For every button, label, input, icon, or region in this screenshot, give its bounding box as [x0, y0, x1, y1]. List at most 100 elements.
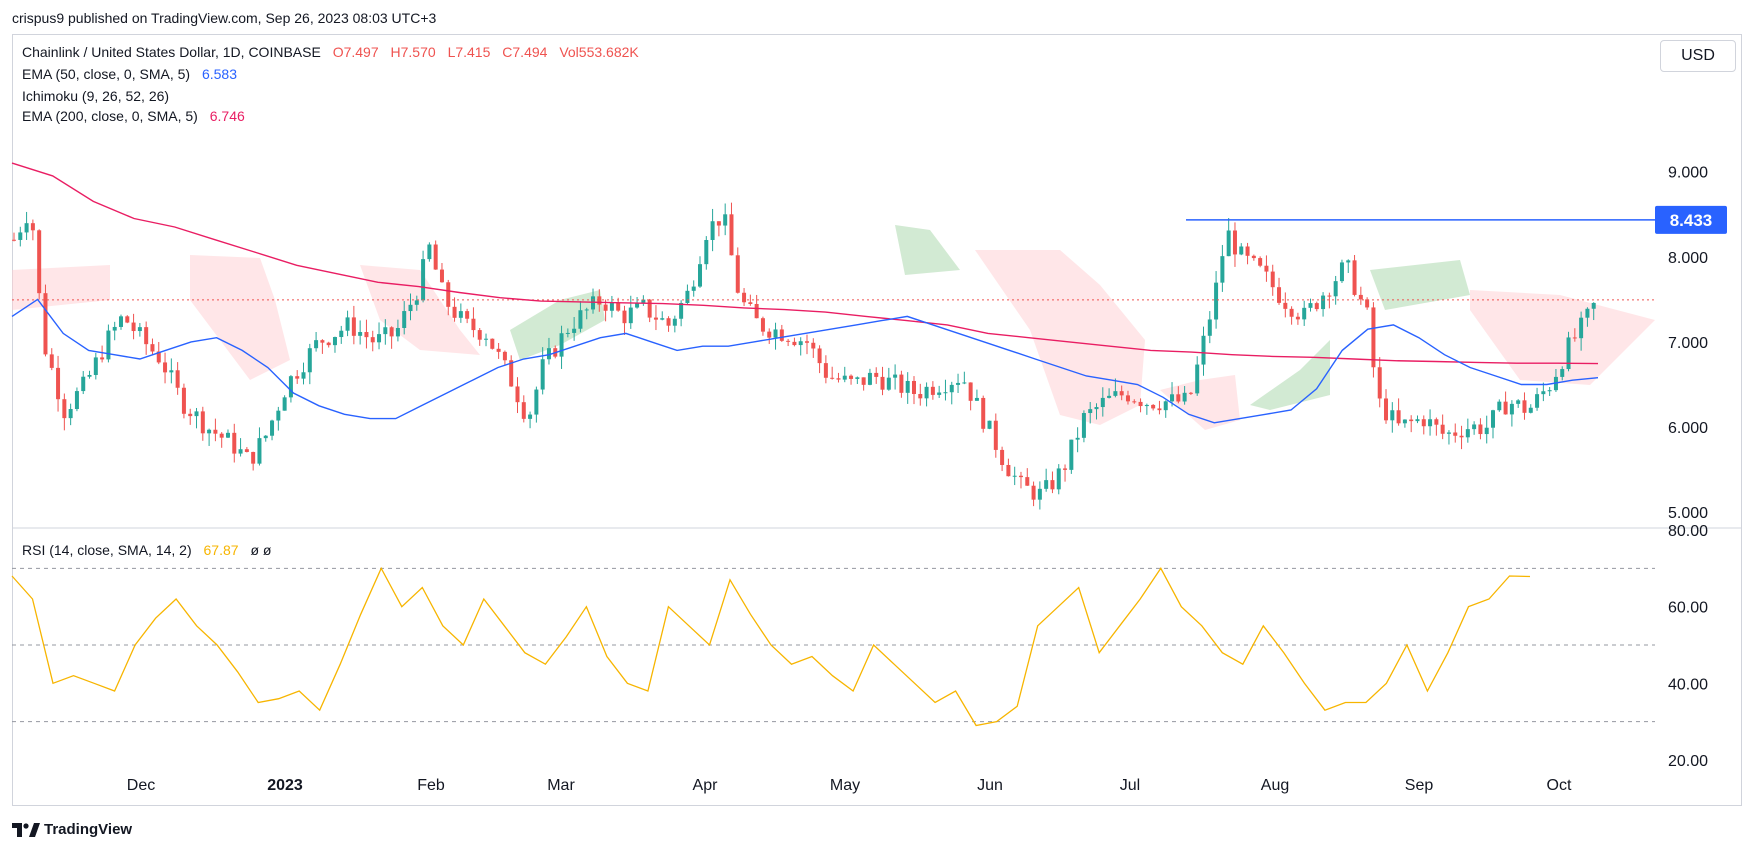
candle-body — [1497, 401, 1502, 411]
candle-body — [238, 449, 243, 454]
candle-body — [1390, 410, 1395, 421]
candle-body — [1207, 319, 1212, 336]
candle-body — [918, 393, 923, 399]
candle-body — [194, 411, 199, 417]
candle-body — [698, 264, 703, 287]
ichimoku-cloud-patch — [510, 290, 605, 360]
candle-body — [653, 317, 658, 320]
candle-body — [729, 214, 734, 256]
candle-body — [1277, 287, 1282, 303]
candle-body — [1516, 400, 1521, 404]
legend-ema50-value: 6.583 — [201, 66, 237, 82]
y-tick-label: 7.000 — [1668, 335, 1708, 352]
legend-ema200-value: 6.746 — [209, 108, 245, 124]
candle-body — [1107, 395, 1112, 398]
candle-body — [106, 330, 111, 360]
candle-body — [943, 392, 948, 394]
candle-body — [603, 304, 608, 311]
candle-body — [496, 348, 501, 352]
candle-body — [924, 386, 929, 399]
candle-body — [735, 255, 740, 293]
candle-body — [389, 327, 394, 337]
candle-body — [402, 311, 407, 328]
candle-body — [874, 372, 879, 377]
candle-body — [1566, 337, 1571, 370]
candle-body — [150, 344, 155, 352]
ichimoku-cloud-patch — [1470, 290, 1655, 385]
currency-button[interactable]: USD — [1660, 40, 1736, 72]
candle-body — [188, 413, 193, 417]
candle-body — [1402, 419, 1407, 424]
candle-body — [433, 244, 438, 270]
candle-body — [1591, 302, 1596, 309]
legend-rsi-extra: ø ø — [250, 542, 272, 558]
candle-body — [1434, 419, 1439, 425]
candle-body — [326, 342, 331, 346]
candle-body — [125, 316, 130, 323]
candle-body — [1170, 394, 1175, 402]
candle-body — [805, 341, 809, 343]
candle-body — [842, 375, 847, 380]
candle-body — [647, 299, 652, 318]
candle-body — [685, 290, 690, 303]
candle-body — [270, 420, 275, 436]
candle-body — [710, 221, 715, 241]
candle-body — [18, 232, 23, 240]
candle-body — [1195, 364, 1200, 394]
ema200-line — [11, 162, 1599, 365]
candle-body — [754, 303, 759, 319]
candle-body — [370, 337, 375, 343]
candle-body — [1031, 485, 1036, 500]
legend-ichimoku-row: Ichimoku (9, 26, 52, 26) — [22, 88, 171, 104]
candle-body — [1132, 401, 1137, 403]
candle-body — [609, 302, 614, 311]
candle-body — [1214, 282, 1219, 320]
candle-body — [1308, 303, 1313, 308]
candle-body — [1182, 392, 1187, 402]
x-tick-label: May — [830, 777, 860, 794]
tradingview-logo-text: TradingView — [44, 821, 133, 838]
candle-body — [24, 223, 29, 233]
candle-body — [1295, 316, 1300, 320]
ichimoku-cloud-patch — [190, 255, 290, 380]
candle-body — [377, 334, 382, 343]
candle-body — [81, 376, 86, 392]
candle-body — [616, 302, 621, 311]
tradingview-logo[interactable]: TradingView — [12, 821, 132, 838]
candle-body — [1081, 413, 1086, 438]
axes: Dec 2023 Feb Mar Apr May Jun Jul Aug Sep Oct 9.000 8… — [127, 165, 1708, 794]
candle-body — [37, 230, 42, 294]
candle-body — [314, 340, 319, 349]
candle-body — [1119, 391, 1124, 396]
candle-body — [1201, 335, 1206, 365]
candle-body — [1264, 265, 1269, 272]
candle-body — [723, 214, 728, 226]
candle-body — [660, 318, 665, 320]
candle-body — [855, 377, 860, 379]
candle-body — [1069, 439, 1074, 470]
candle-body — [1239, 246, 1244, 255]
candle-body — [1144, 404, 1149, 407]
candle-body — [74, 391, 79, 410]
candle-body — [880, 376, 885, 390]
candle-body — [1125, 395, 1130, 402]
candle-body — [1151, 404, 1156, 409]
candle-body — [30, 223, 35, 231]
candle-body — [1352, 260, 1357, 295]
legend-ema200-label: EMA (200, close, 0, SMA, 5) — [22, 108, 198, 124]
candle-body — [383, 327, 388, 335]
x-tick-label: Aug — [1261, 777, 1289, 794]
candle-body — [1188, 392, 1193, 394]
candle-body — [163, 362, 168, 373]
candle-body — [345, 317, 350, 331]
candle-body — [112, 326, 117, 331]
candle-body — [144, 327, 149, 345]
candle-body — [798, 341, 803, 346]
candle-body — [597, 296, 602, 305]
resistance-label-box — [1655, 205, 1727, 234]
candle-body — [263, 435, 268, 439]
candle-body — [427, 244, 432, 260]
candle-body — [792, 341, 797, 346]
ema-lines: 8.433 — [11, 162, 1727, 424]
